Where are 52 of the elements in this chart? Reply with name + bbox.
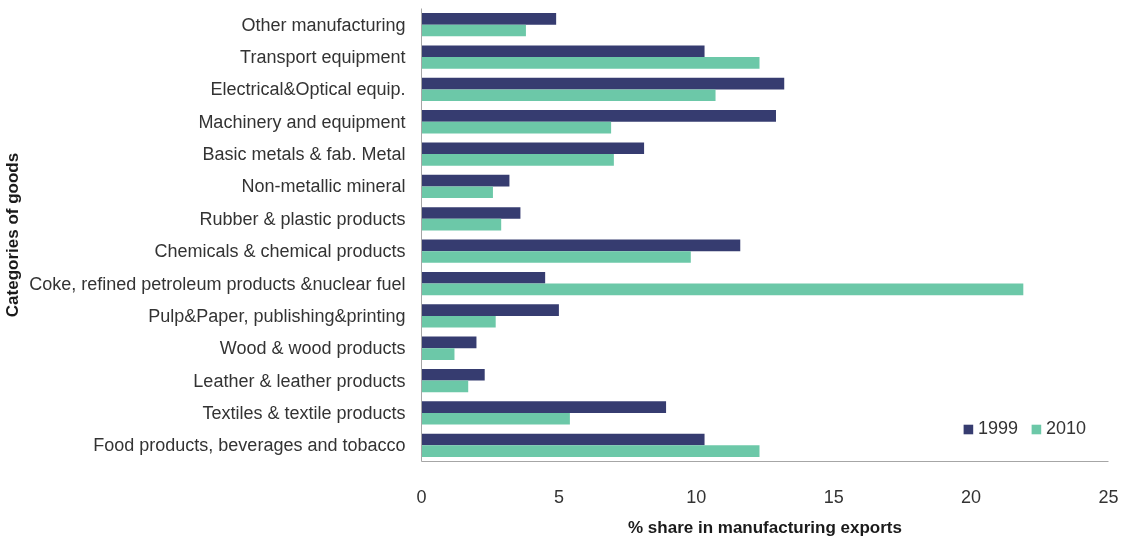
bar (421, 380, 469, 393)
y-tick-label: Electrical&Optical equip. (210, 79, 406, 100)
bar (421, 24, 526, 37)
y-tick-label: Transport equipment (240, 47, 406, 68)
bar (421, 142, 645, 155)
bar (421, 218, 502, 231)
y-tick-label: Machinery and equipment (198, 111, 406, 132)
bar (421, 239, 741, 252)
y-tick-label: Other manufacturing (241, 14, 406, 35)
bar (421, 445, 760, 457)
bar (421, 304, 559, 316)
y-tick-label: Leather & leather products (193, 370, 406, 391)
bar (421, 89, 716, 102)
legend-label: 1999 (977, 418, 1018, 439)
x-tick-label: 15 (823, 486, 844, 507)
x-axis-title: % share in manufacturing exports (628, 517, 902, 537)
bar (421, 207, 521, 219)
bar (421, 283, 1024, 296)
bar (421, 412, 570, 425)
bar (421, 315, 496, 328)
y-tick-label: Food products, beverages and tobacco (93, 435, 406, 456)
bar (421, 121, 612, 134)
bar (421, 368, 485, 381)
bar (421, 271, 546, 284)
bar (421, 348, 455, 360)
bar (421, 110, 776, 122)
x-tick-label: 10 (686, 486, 707, 507)
y-tick-label: Rubber & plastic products (199, 208, 406, 229)
y-tick-label: Non-metallic mineral (241, 176, 406, 197)
bar (421, 433, 705, 446)
bar (421, 174, 510, 187)
x-tick-label: 25 (1098, 486, 1119, 507)
y-tick-label: Pulp&Paper, publishing&printing (148, 305, 406, 326)
bar (421, 401, 667, 413)
bar (421, 57, 760, 69)
bar (421, 45, 705, 58)
bar (421, 186, 493, 199)
legend-label: 2010 (1045, 418, 1086, 439)
y-tick-label: Chemicals & chemical products (154, 241, 406, 262)
bar (421, 154, 614, 166)
y-tick-label: Textiles & textile products (202, 402, 406, 423)
x-tick-label: 0 (416, 486, 427, 507)
y-tick-label: Basic metals & fab. Metal (202, 144, 406, 165)
x-tick-label: 5 (553, 486, 564, 507)
bar (421, 77, 785, 90)
x-tick-label: 20 (961, 486, 982, 507)
bar (421, 251, 691, 263)
y-tick-label: Wood & wood products (219, 338, 406, 359)
bar (421, 336, 477, 349)
bar (421, 13, 557, 25)
y-axis-title: Categories of goods (3, 152, 23, 318)
y-tick-label: Coke, refined petroleum products &nuclear fuel (29, 273, 406, 294)
